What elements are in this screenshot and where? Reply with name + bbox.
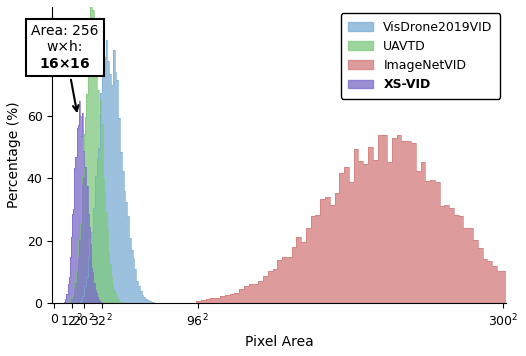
Polygon shape xyxy=(196,135,507,303)
Text: Area: 256
w×h:
$\mathbf{16{\times}16}$: Area: 256 w×h: $\mathbf{16{\times}16}$ xyxy=(31,24,99,111)
Polygon shape xyxy=(73,40,199,303)
X-axis label: Pixel Area: Pixel Area xyxy=(245,335,313,349)
Polygon shape xyxy=(70,5,151,303)
Y-axis label: Percentage (%): Percentage (%) xyxy=(7,102,21,208)
Legend: VisDrone2019VID, UAVTD, ImageNetVID, XS-VID: VisDrone2019VID, UAVTD, ImageNetVID, XS-… xyxy=(341,13,500,99)
Polygon shape xyxy=(55,101,123,303)
